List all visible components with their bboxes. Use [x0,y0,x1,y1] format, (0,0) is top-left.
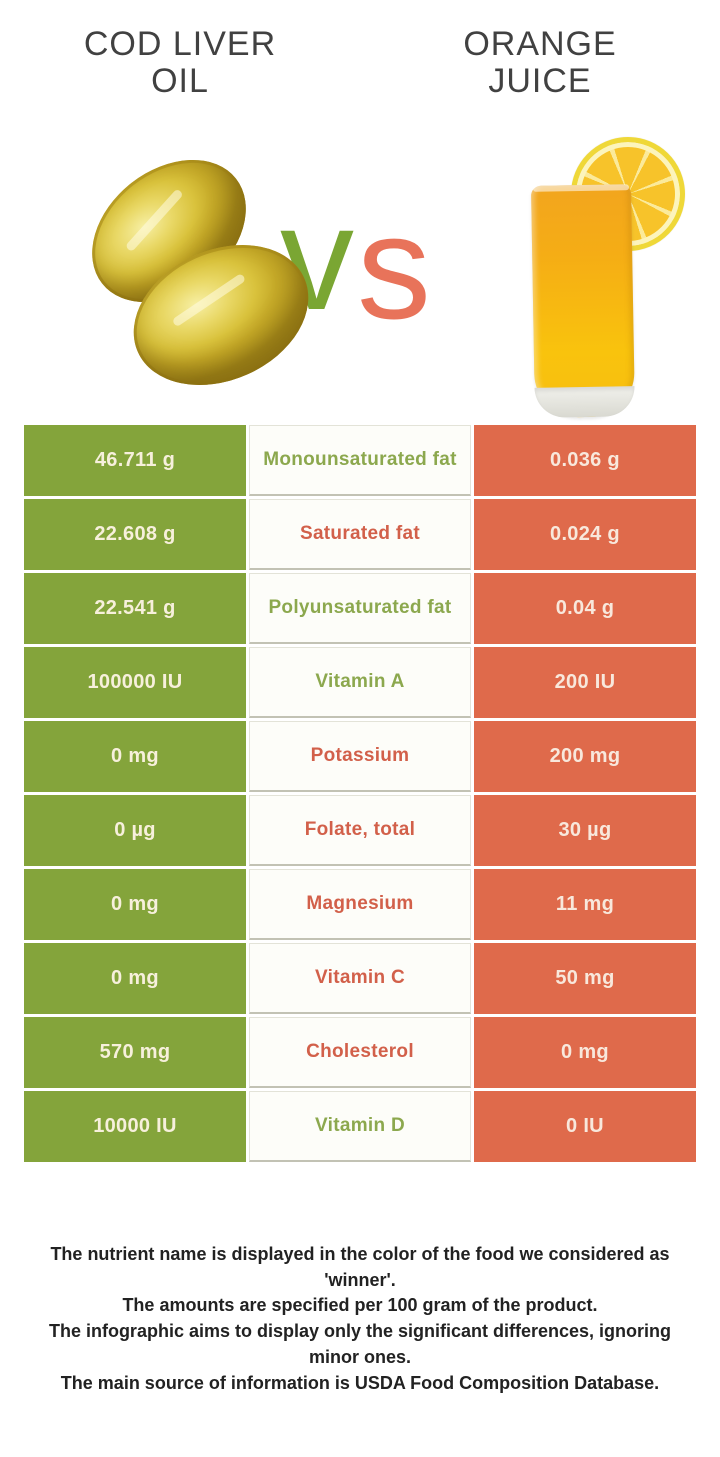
left-food-title: COD LIVER OIL [0,26,360,100]
nutrient-name-cell: Folate, total [249,795,471,866]
cod-liver-oil-value-cell: 10000 IU [24,1091,246,1162]
left-food-title-line1: COD LIVER [83,25,277,63]
right-food-title-line2: JUICE [488,62,592,100]
orange-juice-value-cell: 200 mg [474,721,696,792]
footer-line: The nutrient name is displayed in the co… [50,1244,670,1290]
cod-liver-oil-value-cell: 0 µg [24,795,246,866]
nutrient-name-cell: Vitamin D [249,1091,471,1162]
cod-liver-oil-value-cell: 0 mg [24,721,246,792]
nutrient-name-cell: Cholesterol [249,1017,471,1088]
footer-line: The amounts are specified per 100 gram o… [122,1295,598,1316]
nutrient-name-cell: Polyunsaturated fat [249,573,471,644]
nutrient-name-cell: Magnesium [249,869,471,940]
orange-juice-value-cell: 50 mg [474,943,696,1014]
orange-juice-value-cell: 11 mg [474,869,696,940]
nutrient-name-cell: Monounsaturated fat [249,425,471,496]
cod-liver-oil-value-cell: 0 mg [24,869,246,940]
versus-s: s [357,185,434,350]
orange-juice-value-cell: 0.036 g [474,425,696,496]
orange-juice-value-cell: 0.04 g [474,573,696,644]
orange-juice-value-cell: 200 IU [474,647,696,718]
cod-liver-oil-value-cell: 22.541 g [24,573,246,644]
nutrient-comparison-table: 46.711 g Monounsaturated fat 0.036 g 22.608… [24,425,696,1162]
nutrient-name-cell: Vitamin C [249,943,471,1014]
cod-liver-oil-value-cell: 22.608 g [24,499,246,570]
right-food-title-line1: ORANGE [463,25,617,63]
cod-liver-oil-value-cell: 0 mg [24,943,246,1014]
left-food-title-line2: OIL [151,62,209,100]
nutrient-name-cell: Vitamin A [249,647,471,718]
glass-base [534,386,636,418]
orange-juice-glass-image [495,116,710,418]
footer-line: The infographic aims to display only the… [48,1321,672,1367]
cod-liver-oil-value-cell: 100000 IU [24,647,246,718]
orange-juice-value-cell: 0 mg [474,1017,696,1088]
orange-juice-value-cell: 0.024 g [474,499,696,570]
orange-juice-value-cell: 0 IU [474,1091,696,1162]
header: COD LIVER OIL ORANGE JUICE [0,0,720,100]
nutrient-name-cell: Saturated fat [249,499,471,570]
right-food-title: ORANGE JUICE [360,26,720,100]
orange-juice-value-cell: 30 µg [474,795,696,866]
footer-notes: The nutrient name is displayed in the co… [28,1242,692,1396]
cod-liver-oil-value-cell: 570 mg [24,1017,246,1088]
footer-line: The main source of information is USDA F… [60,1372,660,1393]
cod-liver-oil-value-cell: 46.711 g [24,425,246,496]
juice-glass-icon [530,184,636,418]
nutrient-name-cell: Potassium [249,721,471,792]
